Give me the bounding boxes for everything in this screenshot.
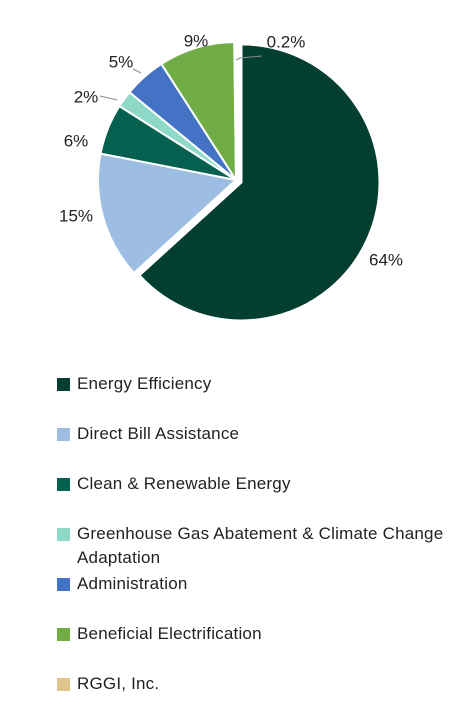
data-label-0: 64% (369, 250, 403, 269)
legend-swatch (57, 578, 70, 591)
data-label-3: 2% (74, 87, 99, 106)
pie-slice-1 (97, 152, 239, 275)
legend-swatch (57, 678, 70, 691)
legend-swatch (57, 528, 70, 541)
legend-swatch (57, 378, 70, 391)
pie-slice-6 (233, 40, 237, 181)
legend-item: Energy Efficiency (57, 372, 457, 396)
legend-swatch (57, 628, 70, 641)
legend-swatch (57, 428, 70, 441)
data-label-6: 0.2% (267, 32, 306, 51)
legend-label: Beneficial Electrification (77, 624, 262, 643)
pie-slice-0 (138, 43, 381, 322)
legend-item: Greenhouse Gas Abatement & Climate Chang… (57, 522, 457, 570)
legend-item: Clean & Renewable Energy (57, 472, 457, 496)
data-label-4: 5% (109, 52, 134, 71)
legend-label: Energy Efficiency (77, 374, 212, 393)
pie-chart-svg: 64% 15% 6% 2% 5% 9% 0.2% (59, 31, 403, 322)
legend-label: RGGI, Inc. (77, 674, 160, 693)
pie-chart: 64% 15% 6% 2% 5% 9% 0.2% (0, 0, 470, 350)
leader-line-3 (99, 95, 118, 101)
data-label-5: 9% (184, 31, 209, 50)
legend-item: Administration (57, 572, 457, 596)
leader-line-6 (235, 55, 263, 61)
legend-label: Clean & Renewable Energy (77, 474, 291, 493)
data-label-1: 15% (59, 206, 93, 225)
legend-label: Administration (77, 574, 188, 593)
leader-line-4 (132, 68, 142, 74)
legend-label: Direct Bill Assistance (77, 424, 240, 443)
chart-legend: Energy Efficiency Direct Bill Assistance C… (57, 372, 457, 696)
legend-label: Greenhouse Gas Abatement & Climate Chang… (77, 524, 444, 567)
legend-swatch (57, 478, 70, 491)
legend-item: RGGI, Inc. (57, 672, 457, 696)
data-label-2: 6% (64, 131, 89, 150)
legend-item: Direct Bill Assistance (57, 422, 457, 446)
legend-item: Beneficial Electrification (57, 622, 457, 646)
